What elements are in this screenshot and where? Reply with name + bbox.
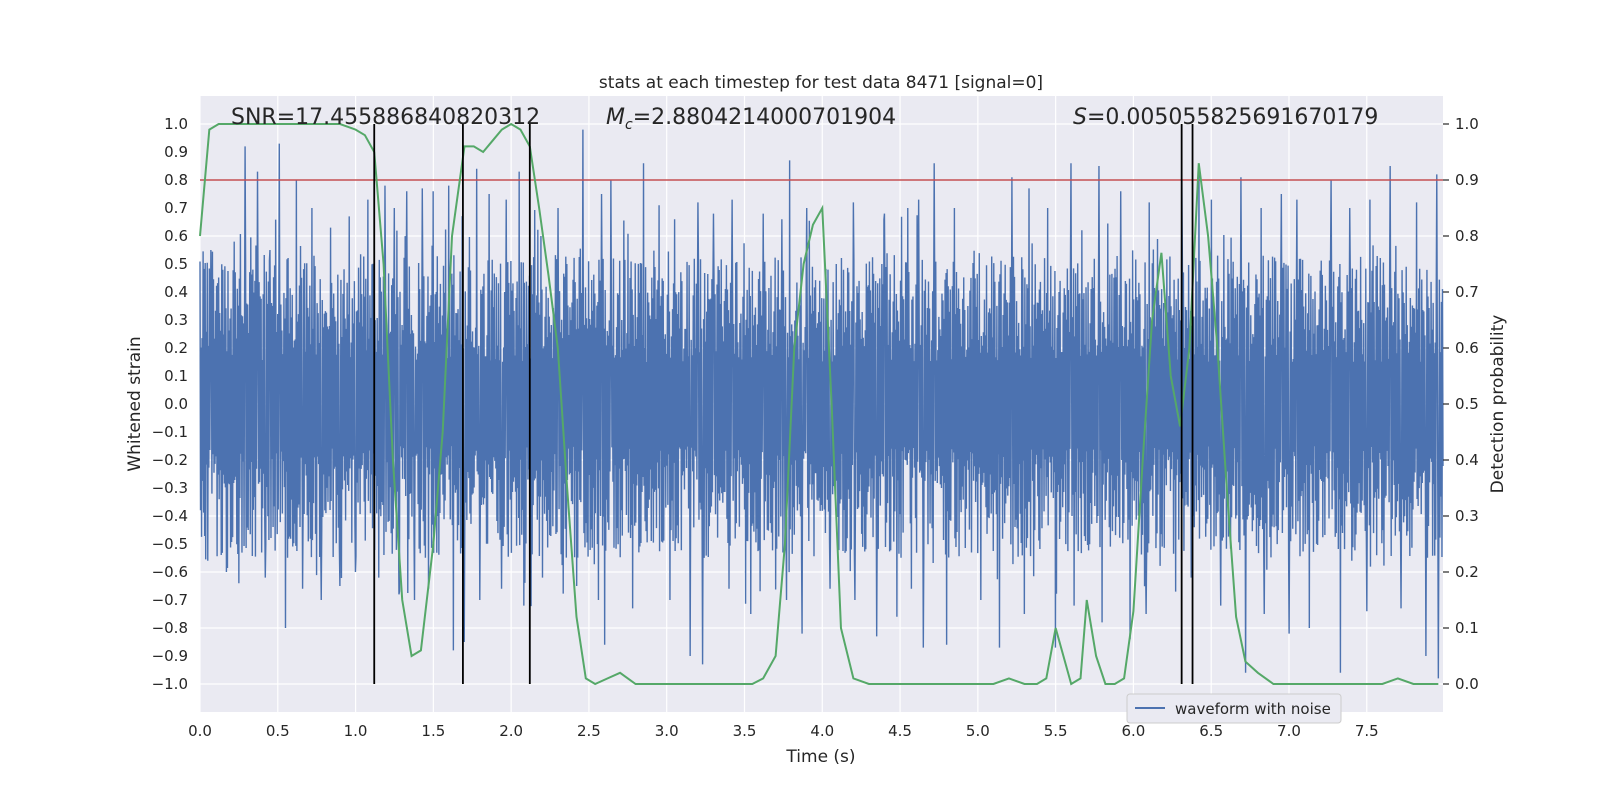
waveform-series: [199, 129, 1444, 679]
y-left-axis-ticks: 1.0 0.9 0.8 0.7 0.6 0.5 0.4 0.3 0.2 0.1 0.0 −0.1 −0.…: [152, 115, 188, 693]
y-left-tick-label: −0.2: [152, 451, 188, 469]
x-tick-label: 3.0: [655, 722, 679, 740]
snr-annotation: SNR=17.455886840820312: [231, 105, 540, 130]
y-right-tick-label: 0.4: [1455, 451, 1479, 469]
y-right-axis-label: Detection probability: [1488, 315, 1508, 494]
y-right-tick-label: 0.5: [1455, 395, 1479, 413]
x-tick-label: 2.0: [499, 722, 523, 740]
y-left-tick-label: −0.5: [152, 535, 188, 553]
s-value: =0.005055825691670179: [1087, 105, 1378, 130]
y-left-tick-label: 0.3: [164, 311, 188, 329]
y-right-axis-ticks: 1.0 0.9 0.8 0.7 0.6 0.5 0.4 0.3 0.2 0.1 0.0: [1443, 115, 1479, 693]
score-annotation: S=0.005055825691670179: [1073, 105, 1378, 130]
y-left-tick-label: 0.8: [164, 171, 188, 189]
legend: waveform with noise: [1126, 693, 1342, 724]
y-left-tick-label: 0.1: [164, 367, 188, 385]
y-left-tick-label: −1.0: [152, 675, 188, 693]
x-tick-label: 3.5: [733, 722, 757, 740]
x-tick-label: 6.0: [1121, 722, 1145, 740]
probability-series-group: [199, 122, 1439, 686]
x-tick-label: 6.5: [1199, 722, 1223, 740]
mc-subscript: c: [625, 117, 633, 133]
y-left-tick-label: −0.3: [152, 479, 188, 497]
y-left-tick-label: −0.4: [152, 507, 188, 525]
y-left-tick-label: −0.1: [152, 423, 188, 441]
y-left-tick-label: −0.6: [152, 563, 188, 581]
x-tick-label: 7.0: [1277, 722, 1301, 740]
legend-box: [1126, 693, 1342, 724]
y-right-tick-label: 0.6: [1455, 339, 1479, 357]
y-left-axis-label: Whitened strain: [125, 336, 145, 471]
s-symbol: S: [1073, 105, 1087, 130]
y-right-tick-label: 0.0: [1455, 675, 1479, 693]
probability-line: [199, 122, 1439, 686]
y-left-tick-label: 0.5: [164, 255, 188, 273]
y-right-tick-label: 0.3: [1455, 507, 1479, 525]
x-axis-ticks: 0.0 0.5 1.0 1.5 2.0 2.5 3.0 3.5 4.0 4.5 5.0 5.5 6.0 6…: [188, 722, 1379, 740]
mc-value: =2.8804214000701904: [633, 105, 896, 130]
y-right-tick-label: 0.2: [1455, 563, 1479, 581]
y-left-tick-label: 0.9: [164, 143, 188, 161]
x-tick-label: 1.0: [344, 722, 368, 740]
y-right-tick-label: 1.0: [1455, 115, 1479, 133]
y-left-tick-label: 0.4: [164, 283, 188, 301]
y-left-tick-label: 0.7: [164, 199, 188, 217]
x-tick-label: 5.5: [1044, 722, 1068, 740]
y-left-tick-label: 0.0: [164, 395, 188, 413]
vertical-markers: [373, 124, 1194, 684]
y-left-tick-label: −0.7: [152, 591, 188, 609]
y-left-tick-label: 0.6: [164, 227, 188, 245]
y-right-tick-label: 0.9: [1455, 171, 1479, 189]
x-tick-label: 4.5: [888, 722, 912, 740]
mc-symbol: M: [606, 105, 625, 130]
waveform-line: [199, 129, 1444, 679]
x-tick-label: 7.5: [1355, 722, 1379, 740]
y-left-tick-label: −0.8: [152, 619, 188, 637]
y-right-tick-label: 0.1: [1455, 619, 1479, 637]
y-right-tick-label: 0.8: [1455, 227, 1479, 245]
chart-title: stats at each timestep for test data 847…: [599, 73, 1043, 93]
y-left-tick-label: −0.9: [152, 647, 188, 665]
y-left-tick-label: 1.0: [164, 115, 188, 133]
chirp-mass-annotation: Mc=2.8804214000701904: [606, 105, 896, 133]
x-tick-label: 0.0: [188, 722, 212, 740]
x-axis-label: Time (s): [785, 747, 855, 767]
x-tick-label: 2.5: [577, 722, 601, 740]
y-left-tick-label: 0.2: [164, 339, 188, 357]
x-tick-label: 4.0: [810, 722, 834, 740]
legend-label: waveform with noise: [1175, 700, 1331, 718]
y-right-tick-label: 0.7: [1455, 283, 1479, 301]
x-tick-label: 0.5: [266, 722, 290, 740]
x-tick-label: 1.5: [421, 722, 445, 740]
x-tick-label: 5.0: [966, 722, 990, 740]
